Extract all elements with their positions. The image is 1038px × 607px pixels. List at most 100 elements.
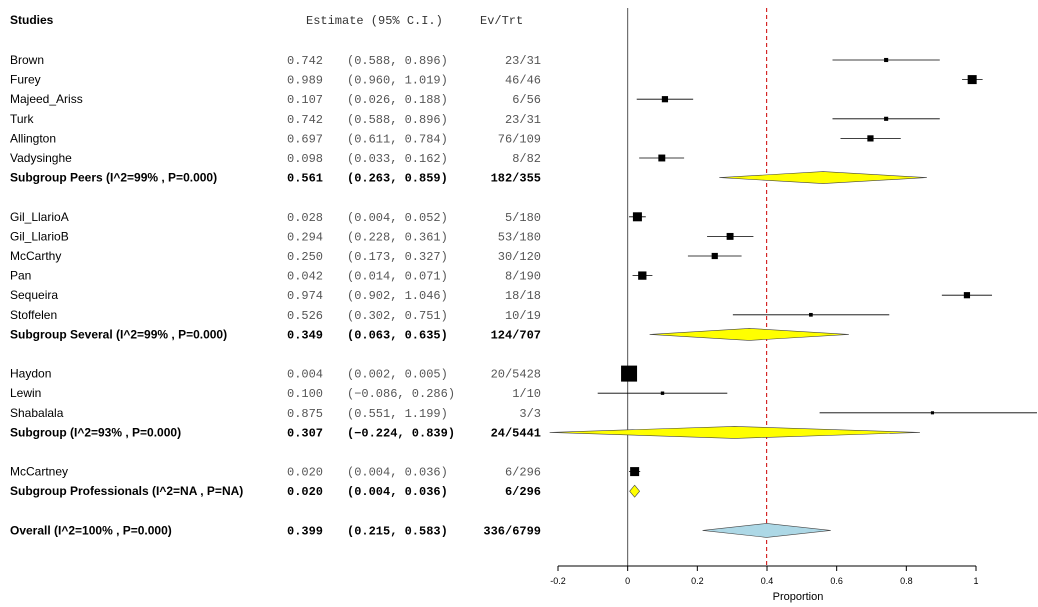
row-ci: (0.263, 0.859) (347, 172, 448, 186)
row-evtrt: 23/31 (505, 54, 541, 68)
row-label: Stoffelen (10, 308, 57, 322)
row-estimate: 0.349 (287, 328, 323, 342)
row-estimate: 0.526 (287, 309, 323, 323)
row-estimate: 0.307 (287, 426, 323, 440)
row-estimate: 0.742 (287, 113, 323, 127)
row-ci: (0.902, 1.046) (347, 289, 448, 303)
row-ci: (0.588, 0.896) (347, 113, 448, 127)
x-tick-label: 0.6 (830, 576, 843, 586)
x-tick-label: 0.2 (691, 576, 704, 586)
row-estimate: 0.697 (287, 132, 323, 146)
row-evtrt: 5/180 (505, 211, 541, 225)
row-evtrt: 18/18 (505, 289, 541, 303)
subgroup-diamond (629, 484, 641, 498)
subgroup-diamond (549, 426, 920, 439)
table-rows: Brown 0.742 (0.588, 0.896) 23/31 Furey 0.989 (… (10, 53, 541, 538)
row-ci: (0.228, 0.361) (347, 230, 448, 244)
row-evtrt: 8/190 (505, 270, 541, 284)
row-label: Gil_LlarioB (10, 229, 69, 243)
row-label: Sequeira (10, 288, 58, 302)
row-evtrt: 23/31 (505, 113, 541, 127)
row-estimate: 0.098 (287, 152, 323, 166)
row-estimate: 0.004 (287, 368, 323, 382)
study-point (621, 365, 638, 382)
row-ci: (−0.086, 0.286) (347, 387, 455, 401)
row-estimate: 0.100 (287, 387, 323, 401)
row-label: Subgroup (I^2=93% , P=0.000) (10, 425, 181, 439)
row-label: Majeed_Ariss (10, 92, 83, 106)
study-point (711, 252, 718, 260)
row-estimate: 0.020 (287, 466, 323, 480)
row-estimate: 0.974 (287, 289, 323, 303)
row-estimate: 0.294 (287, 230, 323, 244)
row-evtrt: 182/355 (491, 172, 541, 186)
study-point (630, 467, 640, 477)
row-ci: (0.033, 0.162) (347, 152, 448, 166)
row-label: Brown (10, 53, 44, 67)
row-ci: (0.026, 0.188) (347, 93, 448, 107)
row-ci: (0.302, 0.751) (347, 309, 448, 323)
overall-diamond (702, 523, 831, 538)
x-tick-label: 0.8 (900, 576, 913, 586)
row-label: Gil_LlarioA (10, 210, 69, 224)
row-label: Subgroup Professionals (I^2=NA , P=NA) (10, 484, 243, 498)
row-label: Lewin (10, 386, 41, 400)
row-ci: (0.002, 0.005) (347, 368, 448, 382)
row-evtrt: 6/296 (505, 485, 541, 499)
row-estimate: 0.107 (287, 93, 323, 107)
row-evtrt: 24/5441 (491, 426, 541, 440)
row-label: McCartney (10, 465, 68, 479)
row-ci: (0.014, 0.071) (347, 270, 448, 284)
row-estimate: 0.989 (287, 74, 323, 88)
x-tick-label: 0 (625, 576, 630, 586)
row-estimate: 0.875 (287, 407, 323, 421)
row-label: Shabalala (10, 406, 64, 420)
row-estimate: 0.399 (287, 524, 323, 538)
study-point (867, 135, 874, 142)
row-label: Subgroup Peers (I^2=99% , P=0.000) (10, 171, 217, 185)
header-studies: Studies (10, 13, 54, 27)
row-label: Allington (10, 131, 56, 145)
row-estimate: 0.742 (287, 54, 323, 68)
row-evtrt: 10/19 (505, 309, 541, 323)
study-point (661, 96, 669, 103)
row-estimate: 0.250 (287, 250, 323, 264)
row-ci: (0.588, 0.896) (347, 54, 448, 68)
row-ci: (0.004, 0.036) (347, 466, 448, 480)
row-evtrt: 53/180 (498, 230, 541, 244)
x-tick-label: -0.2 (550, 576, 566, 586)
row-estimate: 0.020 (287, 485, 323, 499)
plot-area (549, 8, 1037, 566)
row-ci: (0.215, 0.583) (347, 524, 448, 538)
x-tick-label: 1 (973, 576, 978, 586)
header-estimate: Estimate (95% C.I.) (306, 14, 443, 28)
row-label: McCarthy (10, 249, 61, 263)
row-estimate: 0.561 (287, 172, 323, 186)
row-evtrt: 6/56 (512, 93, 541, 107)
study-point (809, 312, 813, 317)
x-axis-title: Proportion (773, 591, 824, 603)
row-ci: (0.551, 1.199) (347, 407, 448, 421)
row-evtrt: 124/707 (491, 328, 541, 342)
row-evtrt: 8/82 (512, 152, 541, 166)
study-point (658, 154, 666, 162)
row-estimate: 0.042 (287, 270, 323, 284)
row-label: Furey (10, 73, 41, 87)
study-point (884, 116, 889, 121)
subgroup-diamond (719, 171, 927, 184)
row-ci: (0.063, 0.635) (347, 328, 448, 342)
row-label: Haydon (10, 367, 51, 381)
row-label: Pan (10, 269, 31, 283)
row-evtrt: 20/5428 (491, 368, 541, 382)
row-evtrt: 46/46 (505, 74, 541, 88)
study-point (660, 391, 665, 395)
row-ci: (0.004, 0.052) (347, 211, 448, 225)
study-point (967, 75, 977, 85)
row-label: Turk (10, 112, 35, 126)
row-evtrt: 76/109 (498, 132, 541, 146)
study-point (726, 232, 734, 240)
study-point (632, 212, 642, 222)
subgroup-diamond (649, 328, 849, 341)
study-point (638, 271, 647, 280)
